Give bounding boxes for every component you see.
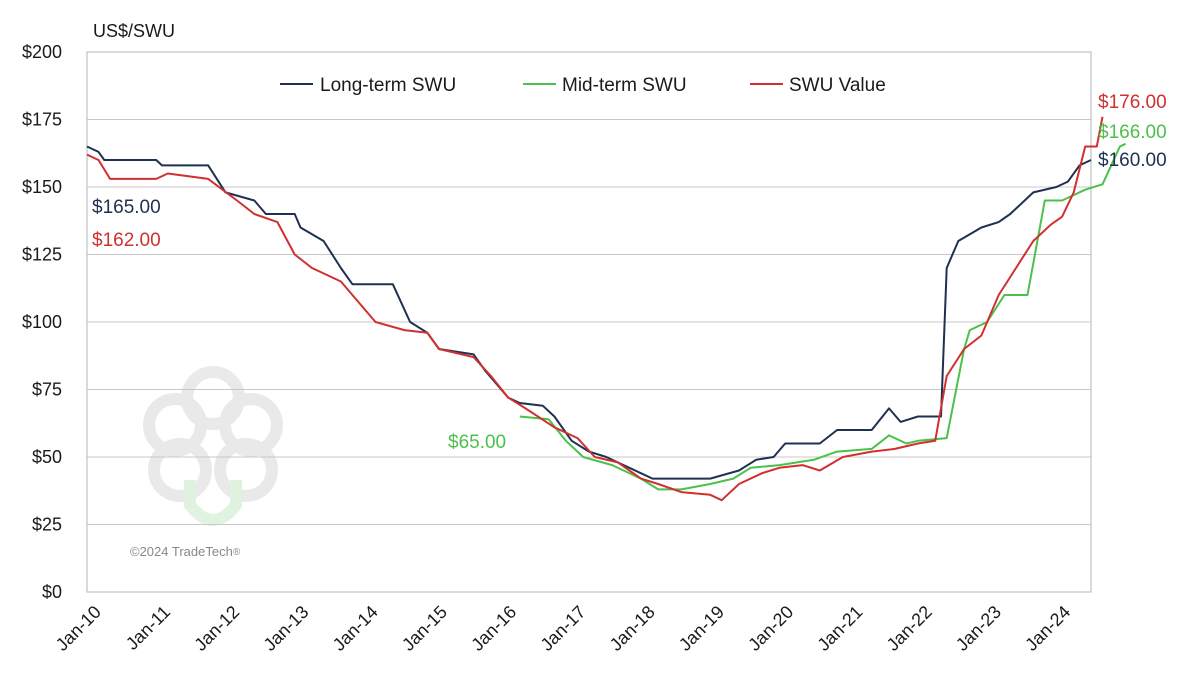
annotation-mid-term-start: $65.00 [448,432,506,453]
tradetech-watermark-logo [143,366,283,526]
x-tick-label: Jan-12 [190,602,243,655]
annotation-swu-value-end: $176.00 [1098,92,1167,113]
annotation-long-term-start: $165.00 [92,197,161,218]
legend-label-swu-value: SWU Value [789,75,886,96]
x-tick-label: Jan-10 [52,602,105,655]
y-tick-label: $75 [32,380,62,400]
x-tick-label: Jan-14 [329,602,382,655]
y-tick-label: $125 [22,245,62,265]
x-tick-label: Jan-21 [813,602,866,655]
x-tick-label: Jan-22 [883,602,936,655]
y-tick-label: $175 [22,110,62,130]
registered-mark: ® [233,547,241,558]
series-line-long-term-swu [86,145,1092,480]
x-tick-label: Jan-16 [467,602,520,655]
y-tick-label: $25 [32,515,62,535]
x-axis-ticks: Jan-10 Jan-11 Jan-12 Jan-13 Jan-14 Jan-15 Jan-… [52,602,1074,655]
gridlines [87,119,1091,525]
copyright-text: ©2024 TradeTech [130,544,233,559]
y-tick-label: $150 [22,177,62,197]
series-line-mid-term-swu [519,142,1127,491]
plot-frame [86,51,1092,593]
y-tick-label: $200 [22,42,62,62]
x-tick-label: Jan-17 [537,602,590,655]
y-tick-label: $100 [22,312,62,332]
annotation-mid-term-end: $166.00 [1098,122,1167,143]
y-axis-ticks: $0 $25 $50 $75 $100 $125 $150 $175 $200 [22,42,62,602]
annotation-swu-value-start: $162.00 [92,230,161,251]
y-tick-label: $0 [42,582,62,602]
x-tick-label: Jan-13 [260,602,313,655]
x-tick-label: Jan-23 [952,602,1005,655]
x-tick-label: Jan-15 [398,602,451,655]
x-tick-label: Jan-20 [744,602,797,655]
y-axis-unit-label: US$/SWU [93,21,175,41]
x-tick-label: Jan-19 [675,602,728,655]
series-line-swu-value [86,116,1104,502]
x-tick-label: Jan-11 [122,602,174,654]
copyright-notice: ©2024 TradeTech® [130,544,241,559]
y-tick-label: $50 [32,447,62,467]
series-lines [86,116,1127,502]
x-tick-label: Jan-18 [606,602,659,655]
annotation-long-term-end: $160.00 [1098,150,1167,171]
legend-label-mid-term: Mid-term SWU [562,75,687,96]
legend: Long-term SWU Mid-term SWU SWU Value [280,75,886,96]
x-tick-label: Jan-24 [1021,602,1074,655]
legend-label-long-term: Long-term SWU [320,75,456,96]
